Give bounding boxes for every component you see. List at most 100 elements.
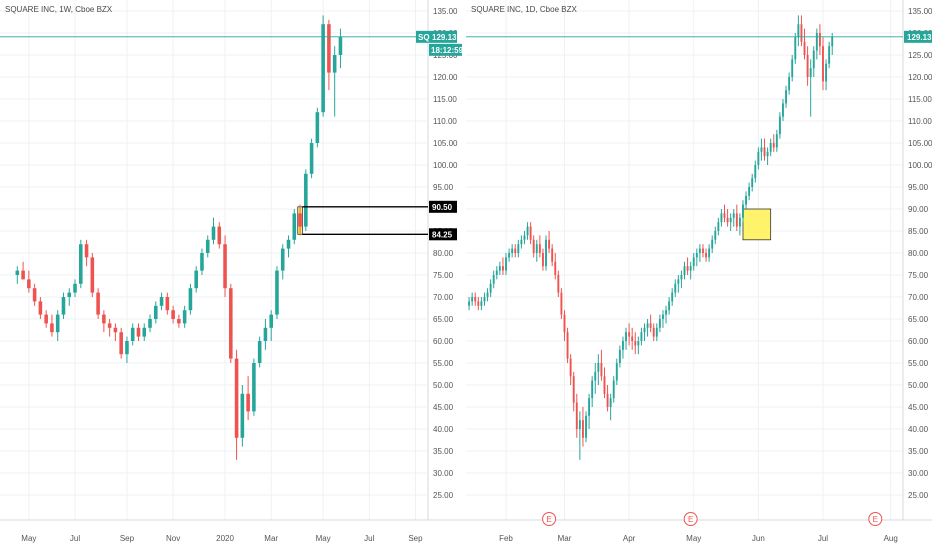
candle: [50, 314, 54, 337]
candle: [67, 288, 72, 306]
candle-body: [44, 314, 48, 324]
candle: [505, 253, 507, 275]
candle: [182, 305, 187, 328]
candle: [782, 99, 784, 121]
candle-body: [483, 297, 486, 302]
y-tick-label: 60.00: [908, 337, 929, 346]
candle: [600, 349, 603, 381]
candle: [73, 279, 77, 297]
candle-body: [501, 266, 504, 271]
candle: [698, 244, 701, 262]
candle: [760, 138, 763, 161]
candle-body: [803, 41, 806, 55]
candle-body: [578, 420, 581, 429]
candle: [578, 411, 581, 460]
candle-body: [171, 310, 175, 319]
price-tag-bg: [429, 30, 457, 43]
candle-body: [102, 314, 106, 324]
candle-body: [321, 24, 325, 113]
candle: [551, 244, 554, 267]
candle-body: [280, 248, 285, 271]
candle-body: [165, 297, 170, 311]
candle: [252, 358, 256, 416]
candle-body: [831, 36, 834, 47]
candle: [96, 288, 100, 319]
candle-body: [628, 332, 631, 337]
candle: [508, 248, 511, 262]
candle-body: [662, 314, 664, 319]
candle: [609, 393, 612, 421]
y-tick-label: 25.00: [908, 491, 929, 500]
y-tick-label: 120.00: [433, 73, 458, 82]
candle: [791, 55, 794, 82]
candle: [720, 209, 723, 227]
y-tick-label: 30.00: [433, 469, 454, 478]
candle: [634, 332, 637, 355]
x-tick-label: Jul: [818, 534, 828, 543]
candle: [612, 376, 615, 403]
candle: [526, 222, 529, 240]
candle-body: [38, 301, 43, 315]
candle: [618, 345, 621, 368]
y-tick-label: 50.00: [908, 381, 929, 390]
earnings-marker: E: [868, 512, 883, 526]
candle-body: [575, 402, 578, 429]
candle-body: [263, 327, 268, 341]
candle-body: [652, 327, 655, 337]
price-callout: 90.50: [429, 200, 457, 213]
candle: [188, 283, 193, 315]
y-tick-label: 105.00: [908, 139, 932, 148]
candle-body: [634, 341, 637, 346]
candle-body: [815, 33, 818, 51]
candle-body: [298, 213, 302, 227]
candle: [825, 59, 828, 91]
candle-body: [566, 332, 569, 359]
candle: [778, 112, 781, 139]
candle: [665, 305, 667, 324]
candle-body: [646, 323, 649, 328]
candle-body: [315, 112, 320, 143]
candle: [794, 33, 797, 64]
candle-body: [591, 380, 594, 399]
candle-body: [246, 393, 250, 412]
candle: [541, 248, 544, 271]
candle-body: [119, 332, 123, 355]
candle: [61, 292, 66, 319]
candle: [643, 323, 646, 341]
candle-body: [532, 239, 535, 253]
candle-body: [511, 248, 514, 253]
candle: [683, 261, 686, 280]
candle-body: [154, 305, 158, 319]
y-tick-label: 70.00: [433, 293, 454, 302]
candle: [338, 28, 343, 69]
candle: [763, 138, 766, 161]
candle: [652, 323, 655, 341]
candle-body: [603, 376, 606, 394]
candle: [130, 323, 135, 346]
candle-body: [332, 55, 337, 73]
y-tick-label: 100.00: [433, 161, 458, 170]
candle: [822, 37, 824, 91]
price-callout-label: 84.25: [432, 230, 453, 239]
candle: [171, 305, 175, 324]
y-tick-label: 30.00: [908, 469, 929, 478]
y-tick-label: 135.00: [433, 7, 458, 16]
candle: [498, 261, 501, 275]
candle-body: [665, 310, 667, 315]
x-tick-label: Apr: [623, 534, 636, 543]
candle: [532, 235, 535, 258]
candle: [828, 41, 831, 69]
candle: [723, 204, 726, 223]
candle-body: [788, 77, 791, 91]
candle: [785, 85, 788, 108]
candle-body: [148, 319, 152, 328]
candle-body: [55, 314, 60, 333]
candle-body: [495, 270, 498, 275]
candle-body: [572, 376, 575, 403]
candle: [803, 28, 806, 60]
candle: [742, 200, 744, 223]
candle-body: [581, 420, 584, 438]
y-tick-label: 35.00: [433, 447, 454, 456]
candle-body: [560, 292, 563, 315]
